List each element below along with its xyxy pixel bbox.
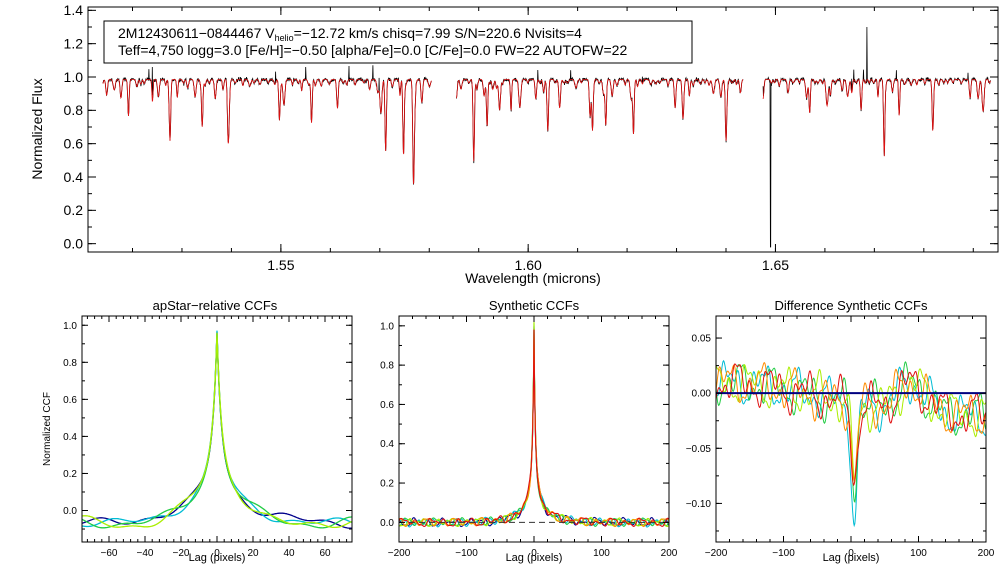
y-tick-label: 0.8 [63,358,77,369]
synthetic-ccf-xlabel: Lag (pixels) [506,552,563,564]
annotation-line-1: 2M12430611−0844467 Vhelio=−12.72 km/s ch… [118,25,582,43]
y-tick-label: 0.0 [380,518,394,529]
x-tick-label: 200 [978,548,995,559]
y-tick-label: 1.0 [63,321,77,332]
ccf-series-4 [715,362,987,481]
difference-ccf-panel: Difference Synthetic CCFs −200 −100 0 100 20… [686,298,995,564]
model-spectrum-line [456,79,744,162]
difference-ccf-ticks: −200 −100 0 100 200 −0.10 −0.05 0.00 0.05 [686,316,995,559]
y-tick-label: 0.05 [692,334,712,345]
x-tick-label: −200 [388,548,411,559]
apstar-ccf-ticks: −60 −40 −20 0 20 40 60 0.0 0.2 0.4 0.6 0.8 1.0 [63,316,352,559]
y-tick-label: 0.8 [380,361,394,372]
synthetic-ccf-ticks: −200 −100 0 100 200 0.0 0.2 0.4 0.6 0.8 1.0 [380,316,678,559]
observed-spectrum-line [102,65,432,185]
ccf-series-3 [715,364,987,483]
x-tick-label: 0 [848,548,854,559]
spectrum-ylabel: Normalized Flux [29,78,45,179]
y-tick-label: 0.4 [63,432,77,443]
ccf-series-5 [715,363,987,487]
annotation-box [103,20,693,64]
observed-spectrum-line [762,26,991,248]
x-tick-label: −100 [772,548,795,559]
x-tick-label: 0 [531,548,537,559]
x-tick-label: 1.55 [267,257,294,273]
x-tick-label: 60 [319,548,331,559]
x-tick-label: 1.65 [762,257,789,273]
y-tick-label: 0.6 [63,395,77,406]
model-spectrum-line [102,79,432,185]
y-tick-label: 1.0 [380,321,394,332]
difference-ccf-xlabel: Lag (pixels) [823,552,880,564]
spectrum-ticks: 1.55 1.60 1.65 0.0 0.2 0.4 0.6 0.8 1.0 1.2 1.4 [64,2,998,273]
synthetic-ccf-title: Synthetic CCFs [489,298,580,313]
spectrum-xlabel: Wavelength (microns) [465,270,601,286]
x-tick-label: 1.60 [515,257,542,273]
x-tick-label: 200 [661,548,678,559]
ccf-series-6 [398,329,670,527]
spectrum-axes-frame [87,6,999,253]
spectrum-plot-area [102,26,991,248]
ccf-series-2 [81,330,353,528]
x-tick-label: 100 [910,548,927,559]
apstar-ccf-ylabel: Normalized CCF [42,392,53,466]
synthetic-ccf-panel: Synthetic CCFs −200 −100 0 100 200 0.0 0.2 0.4 0… [380,298,678,564]
x-tick-label: −60 [101,548,118,559]
y-tick-label: 0.8 [64,102,84,118]
x-tick-label: 0 [214,548,220,559]
x-tick-label: −20 [173,548,190,559]
apstar-ccf-title: apStar−relative CCFs [153,298,278,313]
x-tick-label: −100 [455,548,478,559]
y-tick-label: −0.05 [686,444,712,455]
apstar-ccf-xlabel: Lag (pixels) [189,552,246,564]
y-tick-label: 0.00 [692,389,712,400]
x-tick-label: −200 [705,548,728,559]
y-tick-label: 1.0 [64,69,84,85]
apstar-ccf-plot-area [81,330,353,529]
y-tick-label: 0.4 [380,439,394,450]
ccf-series-4 [81,332,353,529]
model-spectrum-line [762,79,991,157]
y-tick-label: 0.2 [380,479,394,490]
y-tick-label: 0.2 [63,469,77,480]
y-tick-label: 0.4 [64,169,84,185]
y-tick-label: 0.0 [64,236,84,252]
apstar-ccf-panel: apStar−relative CCFs −60 −40 −20 0 20 40 60 0.0… [42,298,353,564]
y-tick-label: 1.2 [64,36,84,52]
x-tick-label: 20 [247,548,259,559]
y-tick-label: −0.10 [686,499,712,510]
y-tick-label: 1.4 [64,2,84,18]
difference-ccf-title: Difference Synthetic CCFs [775,298,928,313]
x-tick-label: 40 [283,548,295,559]
y-tick-label: 0.6 [64,136,84,152]
annotation-line-2: Teff=4,750 logg=3.0 [Fe/H]=−0.50 [alpha/… [118,42,627,58]
synthetic-ccf-plot-area [398,321,670,528]
x-tick-label: −40 [137,548,154,559]
difference-ccf-plot-area [715,359,987,528]
y-tick-label: 0.0 [63,506,77,517]
ccf-series-1 [715,359,987,528]
spectrum-panel: 1.55 1.60 1.65 0.0 0.2 0.4 0.6 0.8 1.0 1.2 1.4 2M1… [29,2,999,286]
y-tick-label: 0.6 [380,400,394,411]
x-tick-label: 100 [593,548,610,559]
y-tick-label: 0.2 [64,202,84,218]
ccf-series-3 [81,333,353,529]
ccf-series-1 [81,332,352,529]
